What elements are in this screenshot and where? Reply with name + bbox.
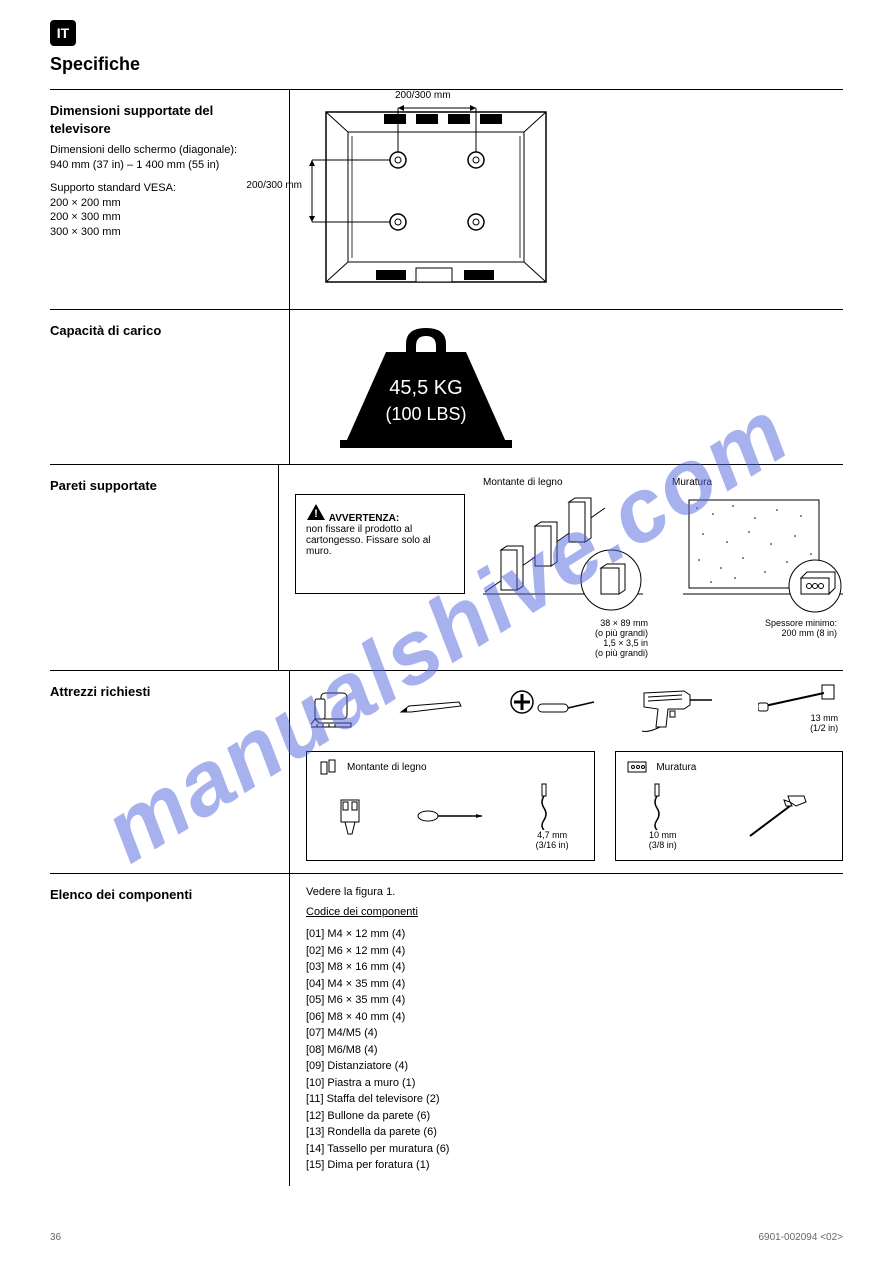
page-title: Specifiche xyxy=(50,54,843,75)
parts-list-item: [15] Dima per foratura (1) xyxy=(306,1157,843,1174)
wood-drill-bit-icon xyxy=(536,782,552,830)
svg-text:!: ! xyxy=(314,508,318,520)
section-load-capacity: Capacità di carico 45,5 KG (100 LBS) xyxy=(50,310,843,465)
parts-list-item: [09] Distanziatore (4) xyxy=(306,1058,843,1075)
warning-icon: ! xyxy=(306,503,326,521)
stud-finder-icon xyxy=(333,796,367,836)
wall-warning-box: ! AVVERTENZA: non fissare il prodotto al… xyxy=(295,494,465,594)
parts-list-item: [07] M4/M5 (4) xyxy=(306,1025,843,1042)
tv-std-line-1: 200 × 300 mm xyxy=(50,210,273,225)
pencil-icon xyxy=(399,698,469,718)
parts-list-item: [01] M4 × 12 mm (4) xyxy=(306,926,843,943)
masonry-box-label: Muratura xyxy=(656,762,696,773)
vesa-diagram xyxy=(306,102,566,297)
hammer-icon xyxy=(740,792,810,840)
warn-body: non fissare il prodotto al cartongesso. … xyxy=(306,524,454,557)
parts-list: [01] M4 × 12 mm (4)[02] M6 × 12 mm (4)[0… xyxy=(306,926,843,1174)
socket-wrench-icon xyxy=(758,683,838,713)
weight-icon: 45,5 KG (100 LBS) xyxy=(336,322,516,452)
drill-icon xyxy=(638,683,718,733)
masonry-tools-box: Muratura 10 mm (3/8 in) xyxy=(615,751,843,861)
wood-stud-diagram xyxy=(483,494,643,614)
parts-list-item: [08] M6/M8 (4) xyxy=(306,1042,843,1059)
weight-lbs-text: (100 LBS) xyxy=(385,404,466,424)
language-badge: IT xyxy=(50,20,76,46)
brick-mini-icon xyxy=(626,758,650,776)
stud-mini-icon xyxy=(317,758,341,776)
masonry-thick-caption: Spessore minimo: 200 mm (8 in) xyxy=(672,618,843,658)
tv-std-line-0: 200 × 200 mm xyxy=(50,196,273,211)
masonry-label: Muratura xyxy=(672,477,843,488)
wood-tools-box: Montante di legno xyxy=(306,751,595,861)
wall-heading: Pareti supportate xyxy=(50,477,262,495)
warn-title: AVVERTENZA: xyxy=(329,513,399,524)
parts-list-item: [04] M4 × 35 mm (4) xyxy=(306,976,843,993)
wood-box-label: Montante di legno xyxy=(347,762,427,773)
screwdriver-icon xyxy=(508,690,598,726)
section-tv-dimensions: Dimensioni supportate del televisore Dim… xyxy=(50,90,843,310)
wood-bit-size: 4,7 mm (3/16 in) xyxy=(536,830,569,850)
list-intro: Vedere la figura 1. xyxy=(306,886,843,898)
parts-list-item: [06] M8 × 40 mm (4) xyxy=(306,1009,843,1026)
parts-list-item: [03] M8 × 16 mm (4) xyxy=(306,959,843,976)
cap-heading: Capacità di carico xyxy=(50,322,273,340)
stud-dims-caption: 38 × 89 mm (o più grandi) 1,5 × 3,5 in (… xyxy=(483,618,654,658)
masonry-drill-bit-icon xyxy=(649,782,665,830)
masonry-diagram xyxy=(683,494,843,614)
wrench-size: 13 mm (1/2 in) xyxy=(758,713,838,733)
page-footer: 36 6901-002094 <02> xyxy=(50,1232,843,1243)
parts-list-item: [14] Tassello per muratura (6) xyxy=(306,1141,843,1158)
tv-std-label: Supporto standard VESA: xyxy=(50,181,273,196)
tv-std-line-2: 300 × 300 mm xyxy=(50,225,273,240)
section-tools: Attrezzi richiesti xyxy=(50,671,843,874)
vesa-h-label: 200/300 mm xyxy=(395,90,451,101)
weight-kg-text: 45,5 KG xyxy=(389,377,462,399)
tape-measure-icon xyxy=(311,687,359,729)
page-number: 36 xyxy=(50,1232,61,1243)
awl-icon xyxy=(416,806,486,826)
product-code: 6901-002094 <02> xyxy=(758,1232,843,1243)
tools-heading: Attrezzi richiesti xyxy=(50,683,273,701)
parts-list-item: [13] Rondella da parete (6) xyxy=(306,1124,843,1141)
list-code-hdr: Codice dei componenti xyxy=(306,906,843,918)
tv-dim-label: Dimensioni dello schermo (diagonale): xyxy=(50,143,273,158)
parts-list-item: [10] Piastra a muro (1) xyxy=(306,1075,843,1092)
list-heading: Elenco dei componenti xyxy=(50,886,273,904)
section-walls: Pareti supportate Montante di legno Mura… xyxy=(50,465,843,671)
parts-list-item: [11] Staffa del televisore (2) xyxy=(306,1091,843,1108)
tv-dim-value: 940 mm (37 in) – 1 400 mm (55 in) xyxy=(50,158,273,173)
parts-list-item: [02] M6 × 12 mm (4) xyxy=(306,943,843,960)
tv-heading: Dimensioni supportate del televisore xyxy=(50,102,273,137)
masonry-bit-size: 10 mm (3/8 in) xyxy=(649,830,677,850)
parts-list-item: [12] Bullone da parete (6) xyxy=(306,1108,843,1125)
section-parts-list: Elenco dei componenti Vedere la figura 1… xyxy=(50,874,843,1186)
wood-label: Montante di legno xyxy=(483,477,654,488)
parts-list-item: [05] M6 × 35 mm (4) xyxy=(306,992,843,1009)
vesa-v-label: 200/300 mm xyxy=(242,180,302,191)
